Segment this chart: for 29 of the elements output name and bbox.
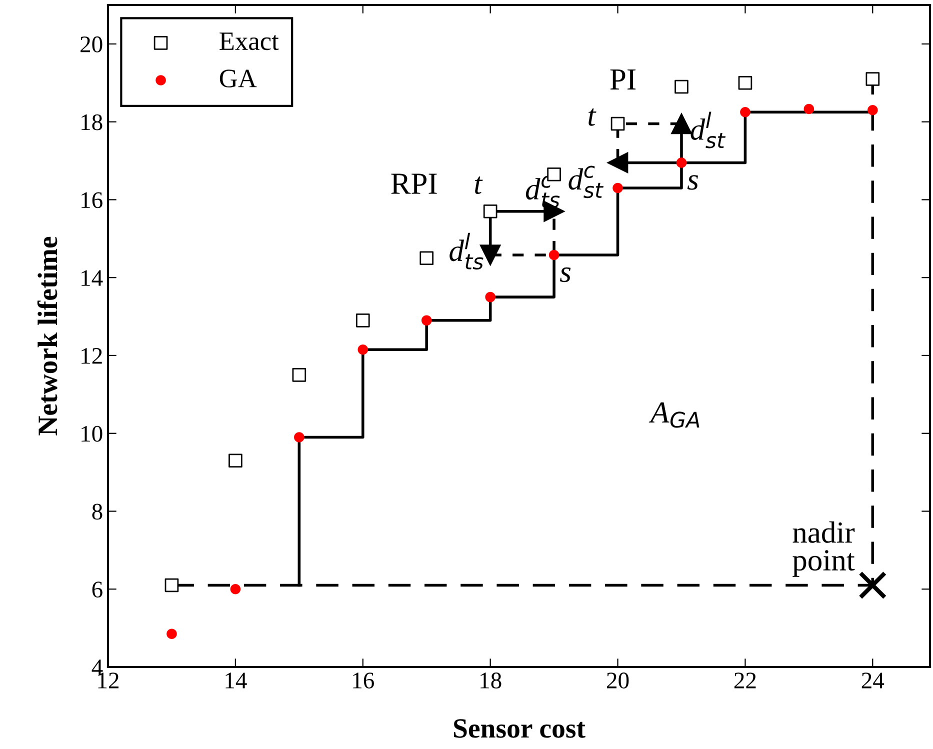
- x-tick-label: 14: [226, 672, 247, 688]
- x-tick-label: 24: [862, 672, 884, 688]
- annotation: RPI: [391, 174, 437, 194]
- annotation: s: [560, 267, 571, 282]
- y-tick-label: 10: [82, 426, 102, 442]
- annotation: nadir point: [792, 521, 855, 577]
- y-tick-label: 12: [82, 348, 102, 364]
- annotation: d$^{c}$$_{st}$: [568, 166, 604, 198]
- annotation: t: [588, 108, 596, 126]
- x-tick-label: 20: [607, 672, 629, 688]
- annotation: t: [475, 176, 483, 194]
- x-tick-label: 16: [353, 672, 374, 688]
- x-tick-label: 22: [734, 672, 756, 688]
- y-tick-label: 14: [82, 270, 103, 286]
- annotation: s: [687, 175, 698, 190]
- y-tick-label: 6: [92, 582, 102, 598]
- y-axis-title: Network lifetime: [37, 236, 58, 436]
- y-tick-label: 18: [82, 114, 102, 130]
- x-axis-title: Sensor cost: [454, 719, 586, 738]
- legend-label: GA: [220, 70, 257, 88]
- annotation: A$_{GA}$: [648, 402, 700, 428]
- legend-label: Exact: [220, 32, 279, 50]
- annotation: PI: [610, 69, 636, 90]
- annotation: d$^{l}$$_{ts}$: [450, 232, 484, 270]
- y-tick-label: 20: [80, 36, 102, 52]
- y-tick-label: 16: [82, 192, 102, 208]
- y-tick-label: 8: [92, 504, 102, 520]
- x-tick-label: 18: [480, 672, 502, 688]
- annotation: d$^{l}$$_{st}$: [690, 112, 726, 148]
